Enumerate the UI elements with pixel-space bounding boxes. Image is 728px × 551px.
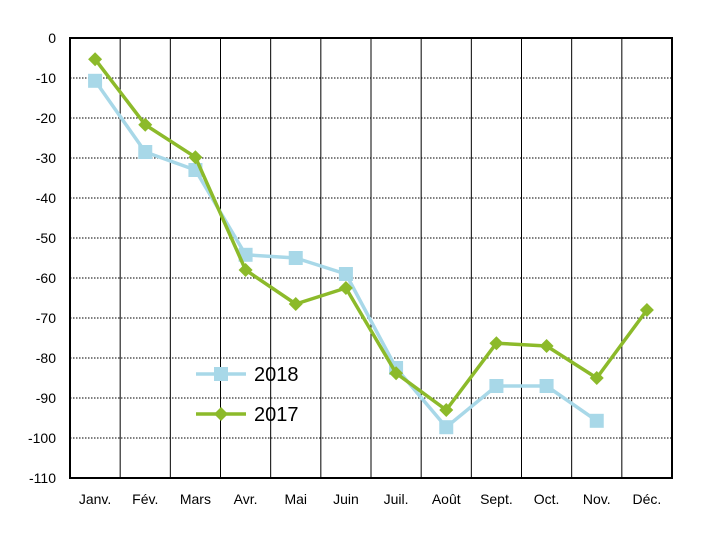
data-point xyxy=(589,413,604,428)
series-2018 xyxy=(88,73,604,435)
y-tick-label: -30 xyxy=(36,150,56,166)
data-point xyxy=(288,251,303,265)
legend-marker xyxy=(214,407,228,421)
x-tick-label: Mai xyxy=(284,491,307,507)
x-tick-label: Déc. xyxy=(633,491,662,507)
y-tick-label: -110 xyxy=(29,470,56,486)
legend-item: 2017 xyxy=(196,404,299,426)
y-tick-label: -10 xyxy=(36,70,56,86)
x-tick-label: Juil. xyxy=(384,491,409,507)
x-tick-label: Août xyxy=(432,491,461,507)
legend-label: 2017 xyxy=(254,404,299,426)
x-tick-label: Sept. xyxy=(480,491,513,507)
y-tick-label: -20 xyxy=(36,110,56,126)
x-tick-label: Nov. xyxy=(583,491,611,507)
data-point xyxy=(88,73,103,88)
legend-item: 2018 xyxy=(196,364,299,386)
y-axis: 0 -10 -20 -30 -40 -50 -60 -70 -80 -90 -100 -110 xyxy=(28,30,56,486)
data-point xyxy=(439,420,454,435)
x-tick-label: Oct. xyxy=(534,491,560,507)
y-tick-label: -80 xyxy=(36,350,56,366)
legend-marker xyxy=(214,367,228,381)
data-point xyxy=(338,281,353,295)
data-point xyxy=(138,117,153,132)
data-point xyxy=(238,263,253,277)
data-point xyxy=(88,52,103,67)
data-point xyxy=(188,150,203,165)
data-point xyxy=(539,339,554,353)
y-tick-label: -50 xyxy=(36,230,56,246)
y-tick-label: -40 xyxy=(36,190,56,206)
x-axis: Janv. Fév. Mars Avr. Mai Juin Juil. Août Sept. Oc… xyxy=(79,491,661,507)
data-point xyxy=(389,366,404,381)
x-tick-label: Fév. xyxy=(132,491,158,507)
series xyxy=(88,52,654,435)
x-tick-label: Mars xyxy=(180,491,211,507)
legend-label: 2018 xyxy=(254,364,299,386)
data-point xyxy=(338,267,353,281)
y-tick-label: -100 xyxy=(28,430,56,446)
data-point xyxy=(589,371,604,385)
y-tick-label: -90 xyxy=(36,390,56,406)
series-2017 xyxy=(88,52,654,417)
y-tick-label: 0 xyxy=(48,30,56,46)
y-tick-label: -70 xyxy=(36,310,56,326)
x-tick-label: Juin xyxy=(333,491,359,507)
data-point xyxy=(489,336,504,351)
x-tick-label: Avr. xyxy=(234,491,258,507)
y-tick-label: -60 xyxy=(36,270,56,286)
data-point xyxy=(539,379,554,393)
x-tick-label: Janv. xyxy=(79,491,111,507)
data-point xyxy=(489,379,504,393)
plot-frame xyxy=(69,37,673,479)
data-point xyxy=(138,145,153,159)
data-point xyxy=(288,297,303,311)
data-point xyxy=(639,303,654,317)
data-point xyxy=(439,403,454,417)
series-line xyxy=(93,58,649,412)
legend: 2018 2017 xyxy=(196,364,299,426)
